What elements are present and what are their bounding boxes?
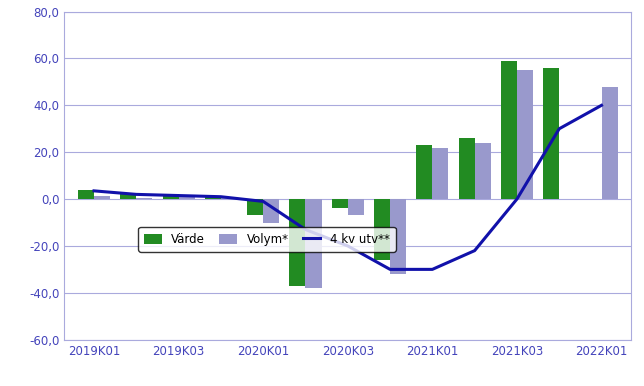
- Bar: [162, 195, 178, 199]
- Bar: [432, 147, 448, 199]
- Bar: [475, 143, 491, 199]
- Legend: Värde, Volym*, 4 kv utv**: Värde, Volym*, 4 kv utv**: [138, 227, 395, 252]
- Bar: [390, 199, 406, 274]
- Bar: [517, 70, 533, 199]
- Bar: [501, 61, 517, 199]
- Bar: [78, 190, 94, 199]
- Bar: [178, 196, 194, 199]
- Bar: [459, 138, 475, 199]
- Bar: [416, 145, 432, 199]
- Bar: [374, 199, 390, 260]
- Bar: [305, 199, 321, 288]
- Bar: [94, 196, 110, 199]
- Bar: [137, 198, 153, 199]
- Bar: [247, 199, 263, 215]
- Bar: [543, 68, 559, 199]
- Bar: [205, 196, 221, 199]
- Bar: [332, 199, 348, 208]
- Bar: [348, 199, 364, 215]
- Bar: [601, 86, 618, 199]
- Bar: [120, 195, 137, 199]
- Bar: [221, 198, 237, 199]
- Bar: [263, 199, 279, 222]
- Bar: [289, 199, 305, 286]
